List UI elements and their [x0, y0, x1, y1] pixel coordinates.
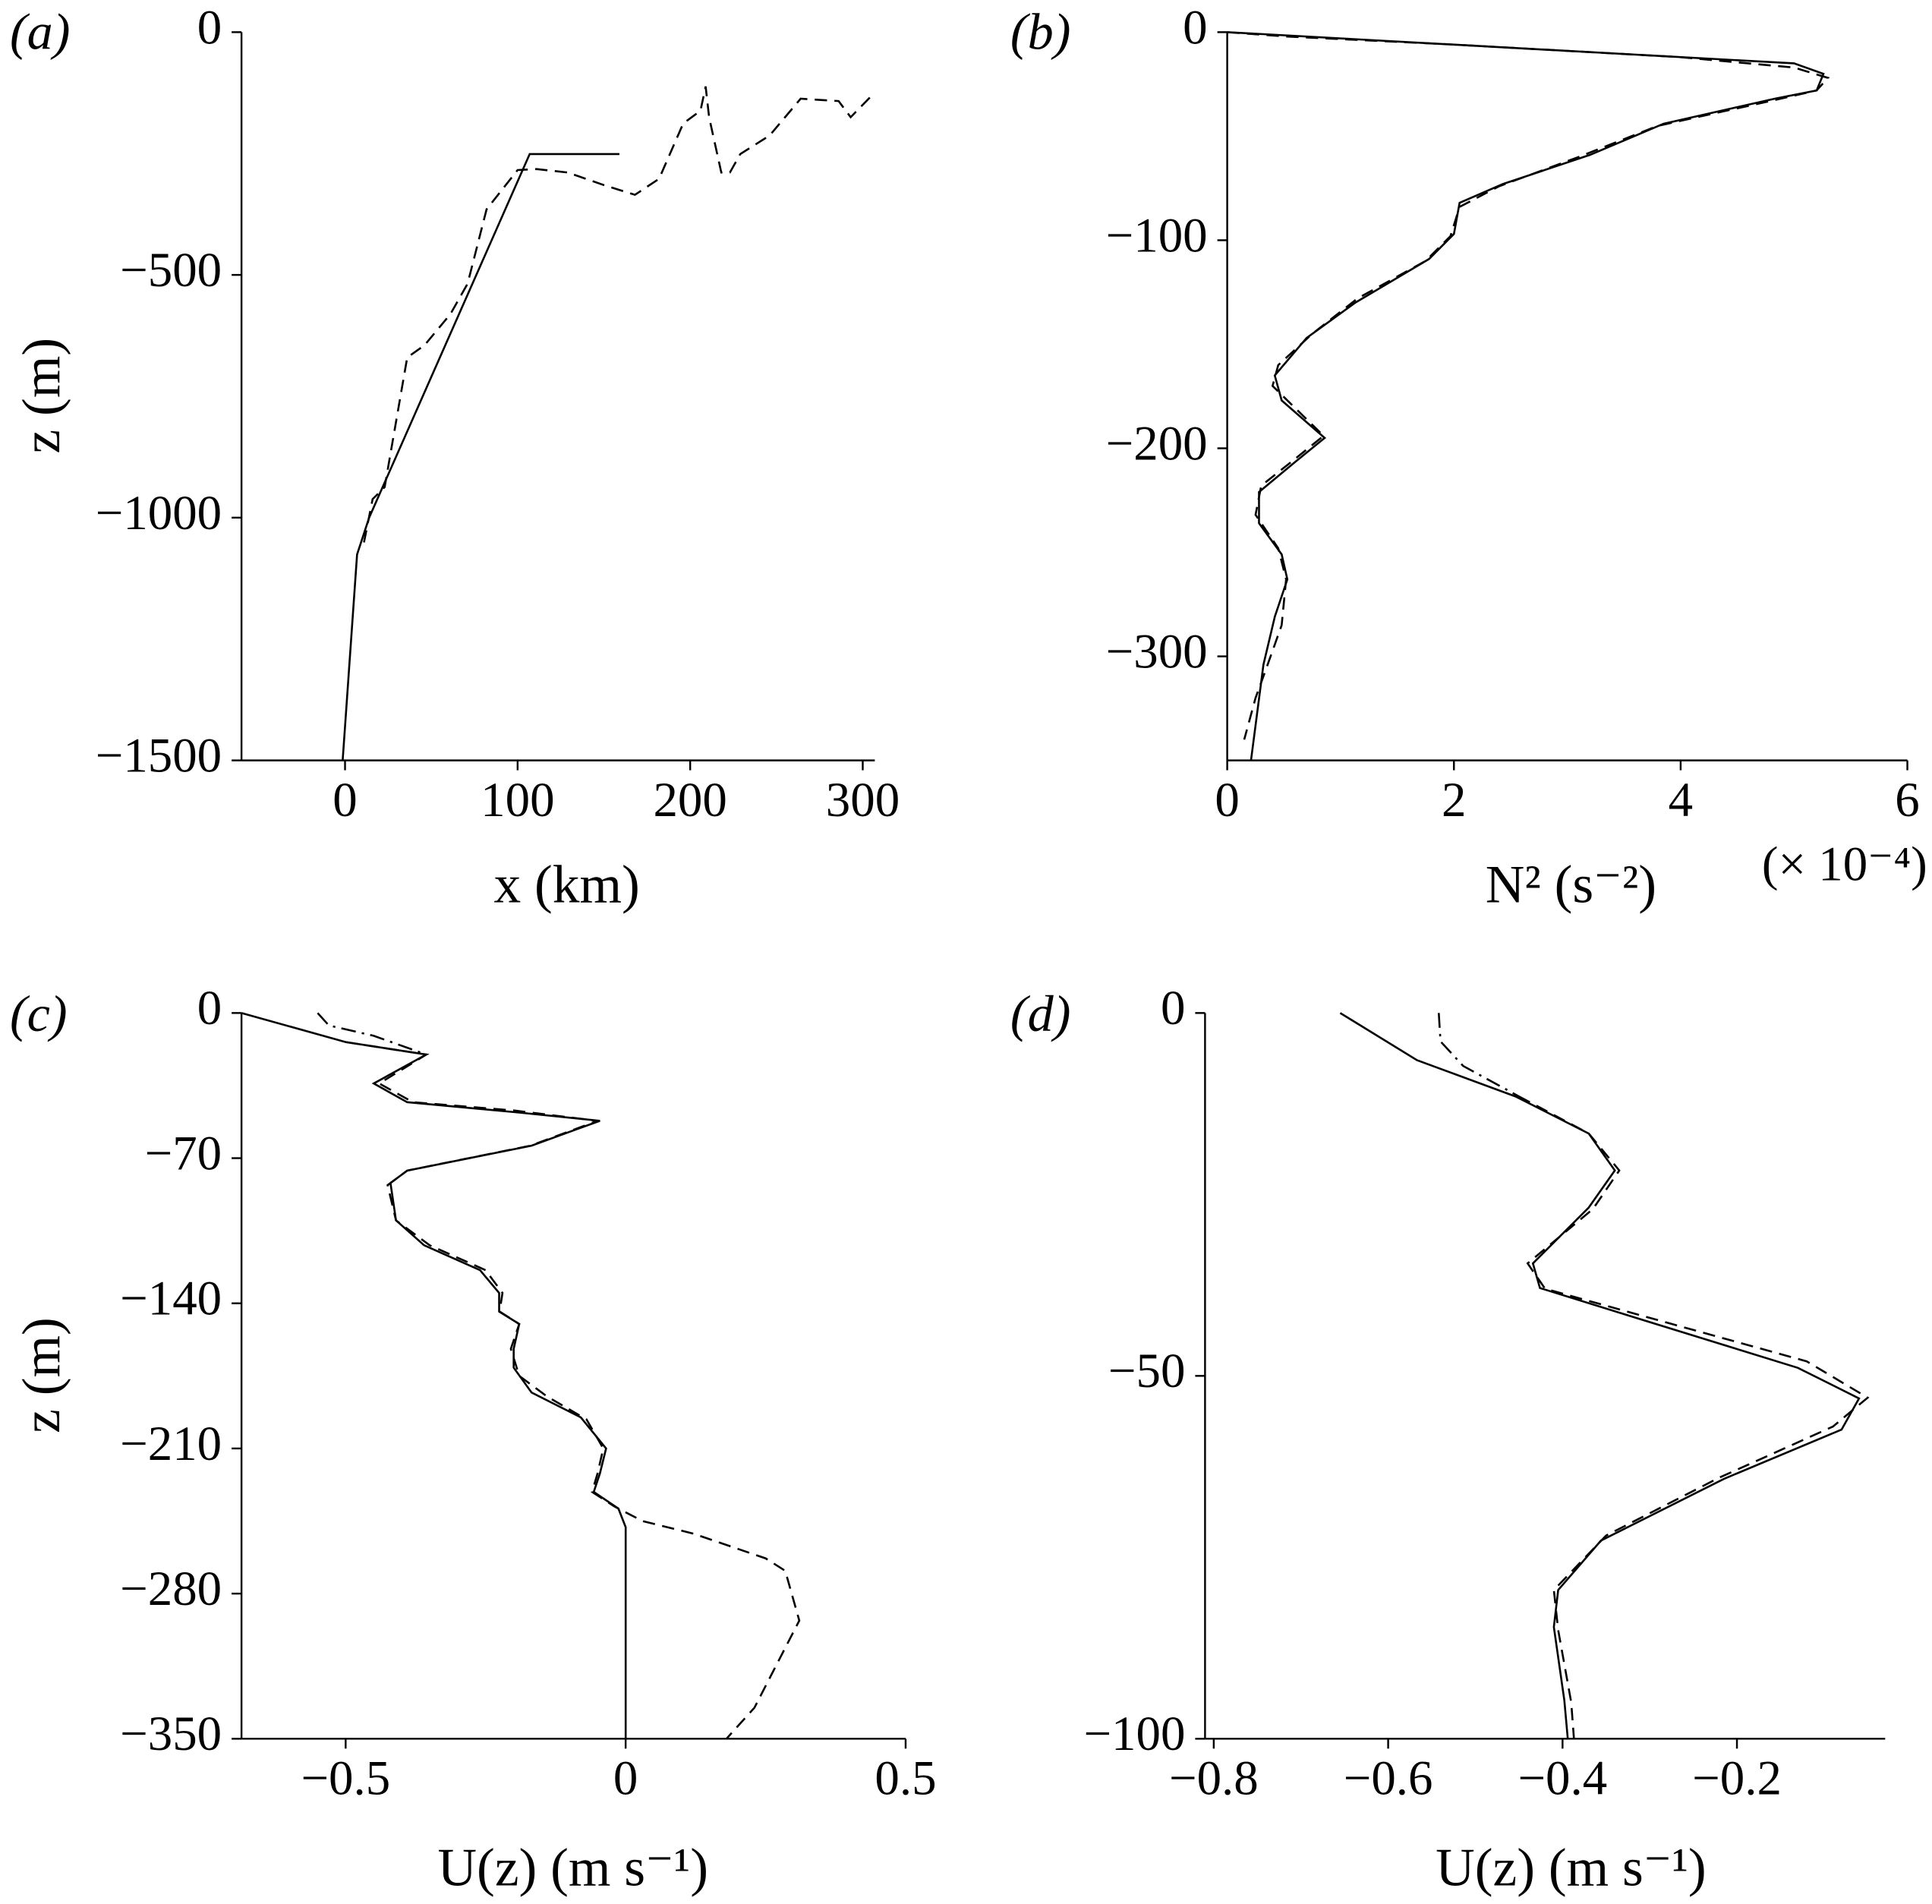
y-tick-label: 0 — [1161, 981, 1185, 1036]
y-tick-label: −200 — [1106, 416, 1208, 471]
x-tick-label: 0 — [1215, 773, 1239, 827]
profile-line — [1339, 1012, 1861, 1739]
y-axis-label: z (m) — [11, 338, 71, 454]
y-tick-label: −70 — [145, 1126, 222, 1181]
profile-line — [1437, 1013, 1520, 1098]
profile-line — [241, 1012, 627, 1739]
axis-scale-note: (× 10⁻⁴) — [1762, 837, 1927, 891]
y-tick-label: 0 — [1183, 0, 1207, 55]
profile-line — [1227, 31, 1830, 740]
x-axis-label: U(z) (m s⁻¹) — [1436, 1838, 1707, 1898]
y-tick-label: −280 — [120, 1562, 222, 1616]
y-tick-label: −300 — [1106, 624, 1208, 679]
x-tick-label: 2 — [1442, 773, 1466, 827]
y-tick-label: −500 — [120, 243, 222, 298]
y-tick-label: −100 — [1106, 208, 1208, 263]
x-tick-label: 300 — [826, 773, 900, 827]
y-tick-label: −350 — [120, 1707, 222, 1761]
profile-line — [1227, 31, 1825, 761]
x-tick-label: 100 — [481, 773, 554, 827]
x-tick-label: 0 — [613, 1751, 638, 1806]
y-tick-label: 0 — [197, 981, 222, 1036]
y-axis-label: z (m) — [11, 1317, 71, 1433]
x-tick-label: −0.5 — [301, 1751, 390, 1806]
y-tick-label: −100 — [1083, 1707, 1185, 1761]
x-axis-label: U(z) (m s⁻¹) — [437, 1838, 708, 1898]
y-tick-label: −50 — [1108, 1344, 1186, 1398]
panel-label: (c) — [10, 985, 68, 1042]
x-tick-label: 0 — [333, 773, 357, 827]
x-tick-label: 0.5 — [875, 1751, 936, 1806]
x-tick-label: 4 — [1669, 773, 1693, 827]
profile-line — [317, 1012, 427, 1056]
y-tick-label: −1000 — [96, 486, 222, 541]
x-tick-label: −0.2 — [1692, 1751, 1782, 1806]
profile-line — [1518, 1095, 1870, 1739]
y-tick-label: −1500 — [96, 729, 222, 783]
profile-line — [342, 153, 619, 761]
x-tick-label: −0.4 — [1518, 1751, 1607, 1806]
y-tick-label: 0 — [197, 0, 222, 55]
panel-label: (d) — [1010, 985, 1070, 1042]
panel-label: (a) — [10, 2, 70, 60]
x-tick-label: 200 — [653, 773, 726, 827]
panel-label: (b) — [1010, 2, 1070, 60]
x-axis-label: N² (s⁻²) — [1486, 854, 1656, 914]
x-tick-label: 6 — [1895, 773, 1919, 827]
x-tick-label: −0.8 — [1169, 1751, 1259, 1806]
x-axis-label: x (km) — [493, 854, 639, 914]
profile-line — [363, 86, 876, 543]
y-tick-label: −140 — [120, 1272, 222, 1326]
profile-line — [345, 1041, 801, 1740]
x-tick-label: −0.6 — [1344, 1751, 1433, 1806]
y-tick-label: −210 — [120, 1417, 222, 1471]
